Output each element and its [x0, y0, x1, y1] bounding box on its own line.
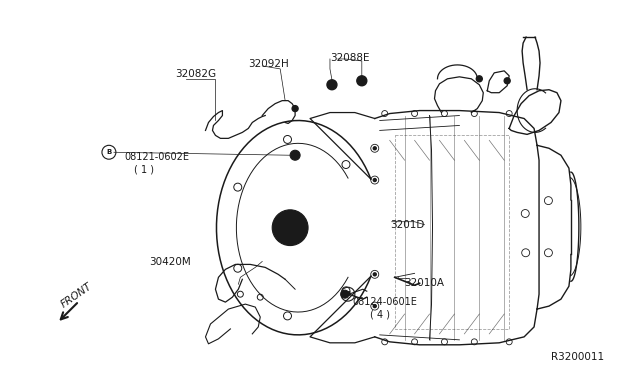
Text: 08124-0601E: 08124-0601E [353, 297, 418, 307]
Text: 32010A: 32010A [404, 278, 445, 288]
Text: ( 1 ): ( 1 ) [134, 164, 154, 174]
Text: ( 4 ): ( 4 ) [370, 309, 390, 319]
Text: 30420M: 30420M [148, 257, 191, 267]
Text: R3200011: R3200011 [551, 352, 604, 362]
Circle shape [272, 210, 308, 246]
Circle shape [373, 273, 376, 276]
Text: 32092H: 32092H [248, 59, 289, 69]
Circle shape [292, 106, 298, 112]
Circle shape [504, 78, 510, 84]
Circle shape [357, 76, 367, 86]
Circle shape [476, 76, 483, 82]
Text: 08121-0602E: 08121-0602E [125, 152, 190, 162]
Text: 32082G: 32082G [175, 69, 217, 79]
Circle shape [373, 179, 376, 182]
Circle shape [290, 150, 300, 160]
Text: 3201D: 3201D [390, 220, 424, 230]
Text: B: B [345, 291, 351, 297]
Circle shape [341, 290, 349, 298]
Circle shape [280, 218, 300, 238]
Circle shape [373, 147, 376, 150]
Circle shape [327, 80, 337, 90]
Text: B: B [106, 149, 111, 155]
Text: 32088E: 32088E [330, 53, 369, 63]
Text: FRONT: FRONT [59, 281, 94, 310]
Circle shape [373, 305, 376, 308]
Circle shape [293, 153, 297, 157]
